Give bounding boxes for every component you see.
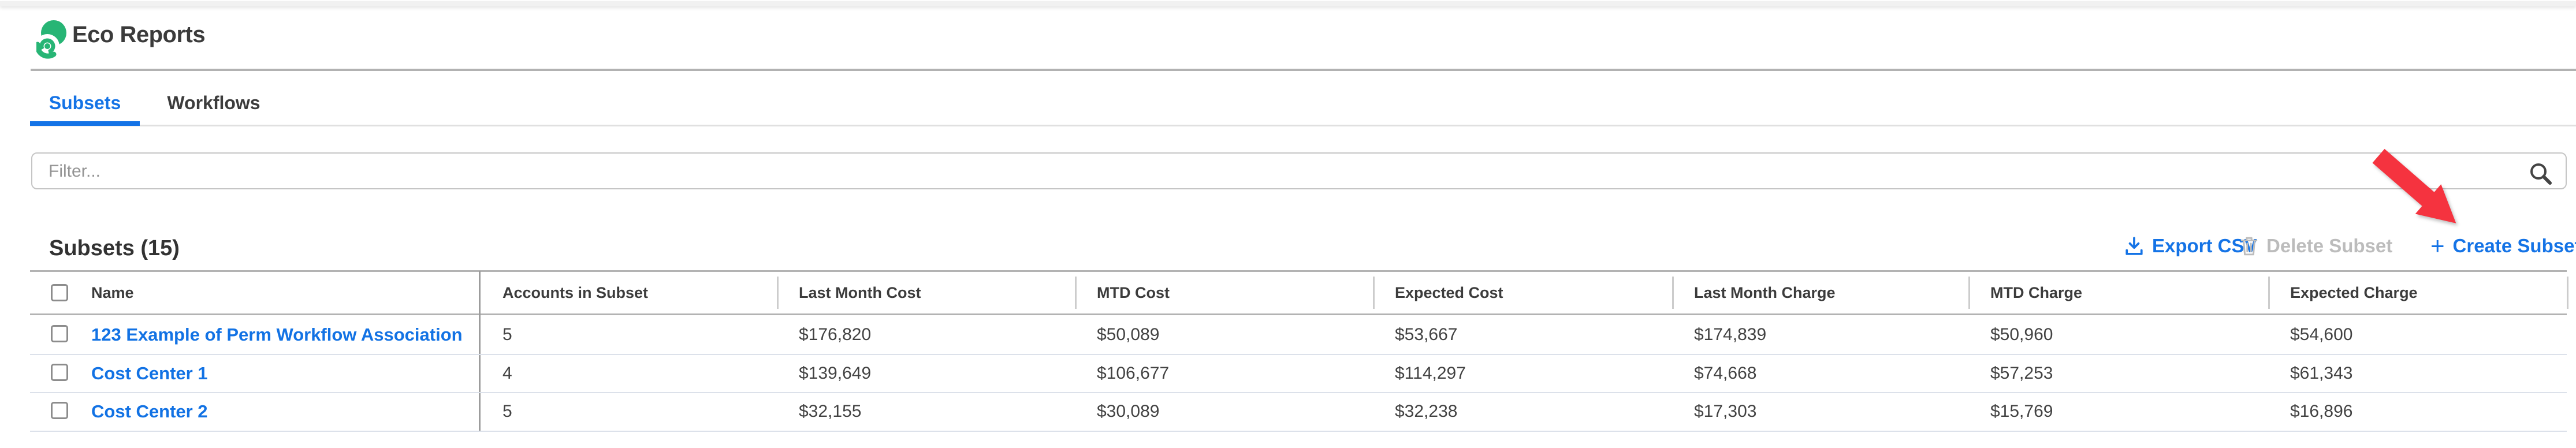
- header-bottom-border: [30, 313, 2567, 315]
- tabs-baseline: [30, 125, 2576, 126]
- plus-icon: +: [2430, 232, 2445, 259]
- table-cell: $30,089: [1097, 402, 1160, 421]
- table-cell: 4: [502, 364, 512, 383]
- header-column-separator: [777, 277, 779, 309]
- download-icon: [2125, 237, 2143, 255]
- table-cell: $32,238: [1395, 402, 1458, 421]
- table-cell: $174,839: [1694, 325, 1767, 344]
- delete-subset-button[interactable]: Delete Subset: [2240, 230, 2392, 262]
- column-header: Expected Charge: [2290, 284, 2418, 301]
- table-cell: $53,667: [1395, 325, 1458, 344]
- tab-workflows[interactable]: Workflows: [167, 92, 260, 113]
- subset-name-link[interactable]: Cost Center 1: [91, 363, 208, 383]
- name-column-divider: [479, 271, 481, 431]
- table-cell: $74,668: [1694, 364, 1757, 383]
- export-csv-label: Export CSV: [2152, 235, 2257, 256]
- table-cell: $17,303: [1694, 402, 1757, 421]
- column-header: Name: [91, 284, 134, 301]
- column-header: Accounts in Subset: [502, 284, 649, 301]
- header-divider: [31, 69, 2576, 71]
- eco-logo-icon: [36, 20, 66, 59]
- table-cell: 5: [502, 325, 512, 344]
- export-csv-button[interactable]: Export CSV: [2124, 230, 2257, 262]
- table-cell: $16,896: [2290, 402, 2353, 421]
- table-cell: $32,155: [799, 402, 862, 421]
- column-header: MTD Cost: [1097, 284, 1170, 301]
- row-checkbox[interactable]: [51, 402, 68, 419]
- header-column-separator: [2567, 277, 2568, 309]
- header-column-separator: [1373, 277, 1375, 309]
- column-header: Last Month Cost: [799, 284, 921, 301]
- header-column-separator: [1672, 277, 1674, 309]
- row-checkbox[interactable]: [51, 363, 68, 381]
- row-separator: [30, 392, 2567, 393]
- column-header: MTD Charge: [1990, 284, 2083, 301]
- table-cell: $61,343: [2290, 364, 2353, 383]
- table-cell: $176,820: [799, 325, 872, 344]
- row-separator: [30, 431, 2567, 432]
- subsets-count-heading: Subsets (15): [49, 236, 180, 260]
- subset-name-link[interactable]: 123 Example of Perm Workflow Association: [91, 324, 463, 345]
- row-separator: [30, 354, 2567, 355]
- active-tab-underline: [30, 121, 140, 126]
- filter-container: [31, 152, 2567, 189]
- header-column-separator: [1968, 277, 1970, 309]
- table-cell: 5: [502, 402, 512, 421]
- table-cell: $50,089: [1097, 325, 1160, 344]
- tab-subsets[interactable]: Subsets: [49, 92, 121, 113]
- table-cell: $139,649: [799, 364, 872, 383]
- table-cell: $57,253: [1990, 364, 2053, 383]
- header-column-separator: [2268, 277, 2270, 309]
- create-subset-button[interactable]: + Create Subset: [2430, 230, 2576, 262]
- column-header: Last Month Charge: [1694, 284, 1836, 301]
- table-top-border: [30, 270, 2567, 272]
- select-all-checkbox[interactable]: [51, 284, 68, 301]
- search-icon[interactable]: [2527, 160, 2553, 186]
- row-checkbox[interactable]: [51, 324, 68, 342]
- page-title: Eco Reports: [72, 22, 206, 47]
- create-subset-label: Create Subset: [2452, 235, 2576, 256]
- top-edge-strip: [0, 1, 2576, 6]
- subset-name-link[interactable]: Cost Center 2: [91, 401, 208, 421]
- header-column-separator: [1075, 277, 1077, 309]
- trash-icon: [2240, 237, 2258, 256]
- column-header: Expected Cost: [1395, 284, 1503, 301]
- table-cell: $15,769: [1990, 402, 2053, 421]
- table-cell: $54,600: [2290, 325, 2353, 344]
- delete-subset-label: Delete Subset: [2266, 235, 2393, 256]
- table-cell: $50,960: [1990, 325, 2053, 344]
- filter-input[interactable]: [47, 155, 2522, 188]
- table-cell: $114,297: [1395, 364, 1466, 383]
- table-cell: $106,677: [1097, 364, 1170, 383]
